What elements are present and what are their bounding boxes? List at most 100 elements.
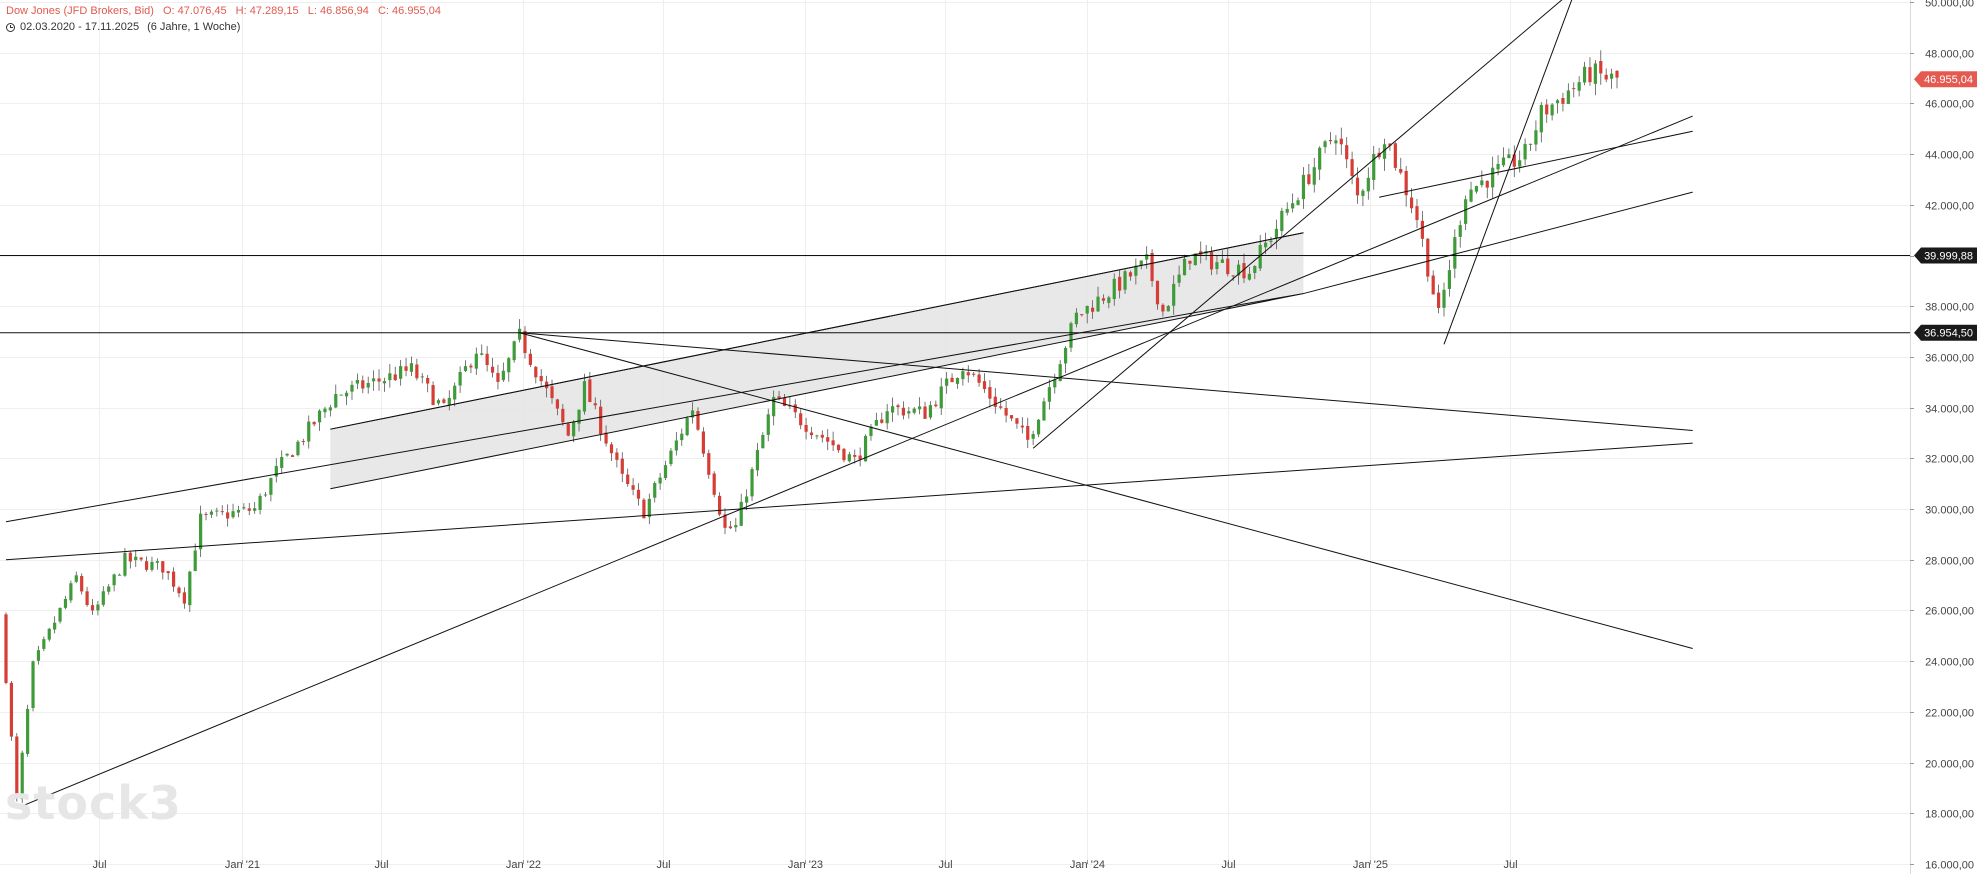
candle xyxy=(685,416,689,437)
candle xyxy=(717,492,722,517)
candle xyxy=(474,347,478,375)
candle xyxy=(918,397,922,415)
candle-body xyxy=(809,432,814,436)
candle xyxy=(815,434,819,440)
candle xyxy=(642,498,646,519)
candle-body xyxy=(90,605,95,611)
candle xyxy=(409,356,414,377)
candle xyxy=(112,573,116,592)
candle-body xyxy=(1404,170,1408,196)
candle-body xyxy=(107,586,111,592)
candle-body xyxy=(280,457,284,468)
candle xyxy=(485,346,489,372)
candle xyxy=(1069,321,1073,352)
candle-body xyxy=(490,366,495,373)
y-tick-label: 22.000,00 xyxy=(1925,708,1974,720)
candle-body xyxy=(501,370,505,381)
candle-body xyxy=(344,392,349,397)
candle xyxy=(226,504,230,527)
candle-body xyxy=(842,448,846,461)
candle-body xyxy=(690,410,695,418)
candle-body xyxy=(1604,74,1608,80)
candle-body xyxy=(1123,271,1127,290)
y-tick-label: 28.000,00 xyxy=(1925,556,1974,568)
candle xyxy=(182,587,186,609)
candle-body xyxy=(9,682,14,737)
candle xyxy=(350,380,354,400)
candle-body xyxy=(47,628,51,640)
candle xyxy=(772,390,776,426)
candle xyxy=(907,406,911,419)
candle-body xyxy=(1128,272,1133,277)
candle-body xyxy=(1409,197,1414,209)
candle-body xyxy=(517,328,522,340)
candle xyxy=(1458,220,1462,248)
candle xyxy=(955,377,960,389)
candle-body xyxy=(1588,67,1592,83)
candle-body xyxy=(685,418,689,436)
candle xyxy=(280,450,284,474)
candle-body xyxy=(777,396,781,399)
candle xyxy=(761,432,765,449)
candle-body xyxy=(274,466,278,477)
candle-body xyxy=(528,353,532,365)
candle-body xyxy=(993,396,997,407)
candle xyxy=(631,478,635,496)
candle xyxy=(804,417,808,440)
candle-body xyxy=(80,576,84,592)
candle xyxy=(317,409,322,431)
trendline xyxy=(5,442,1693,561)
candle-body xyxy=(1399,169,1403,173)
candle xyxy=(1188,260,1192,270)
candle-body xyxy=(1091,307,1095,312)
candle-body xyxy=(734,525,738,528)
candle xyxy=(512,340,516,363)
candle xyxy=(701,427,705,457)
candle xyxy=(253,501,257,514)
candle-body xyxy=(739,501,743,526)
candle xyxy=(788,396,792,410)
candle-body xyxy=(1236,264,1241,276)
candle xyxy=(766,408,770,442)
candle xyxy=(1280,207,1284,237)
candle-body xyxy=(750,469,754,497)
candle-body xyxy=(1085,305,1089,314)
candle-body xyxy=(1182,258,1187,276)
candle-body xyxy=(1366,177,1370,192)
candle-body xyxy=(128,552,132,562)
candle-body xyxy=(1155,280,1160,305)
candle xyxy=(1350,151,1354,185)
candle-body xyxy=(334,394,338,408)
candle-body xyxy=(85,591,89,606)
candle xyxy=(982,373,987,393)
candle-body xyxy=(1431,275,1435,295)
candle xyxy=(155,558,159,570)
candle xyxy=(1220,250,1224,264)
candle-body xyxy=(350,384,354,392)
candle xyxy=(1312,157,1316,193)
candle xyxy=(999,397,1003,410)
candle xyxy=(366,376,370,394)
candle-body xyxy=(426,377,430,384)
candle-body xyxy=(1339,138,1343,145)
candle-body xyxy=(182,592,186,604)
candle-body xyxy=(442,399,446,403)
candle xyxy=(242,503,246,510)
candle xyxy=(1426,238,1430,282)
candle xyxy=(490,357,495,378)
candle xyxy=(1274,219,1279,250)
candle xyxy=(663,460,668,481)
x-tick-label: Jan '23 xyxy=(788,859,823,871)
candle-body xyxy=(961,371,965,380)
candle xyxy=(74,571,78,584)
candle-body xyxy=(453,385,457,400)
candle xyxy=(323,406,327,418)
x-tick-label: Jul xyxy=(374,859,388,871)
candle-body xyxy=(415,364,419,379)
candle-body xyxy=(1318,147,1322,170)
candle-body xyxy=(928,405,933,418)
candle-body xyxy=(804,424,808,432)
clock-icon xyxy=(6,22,15,32)
